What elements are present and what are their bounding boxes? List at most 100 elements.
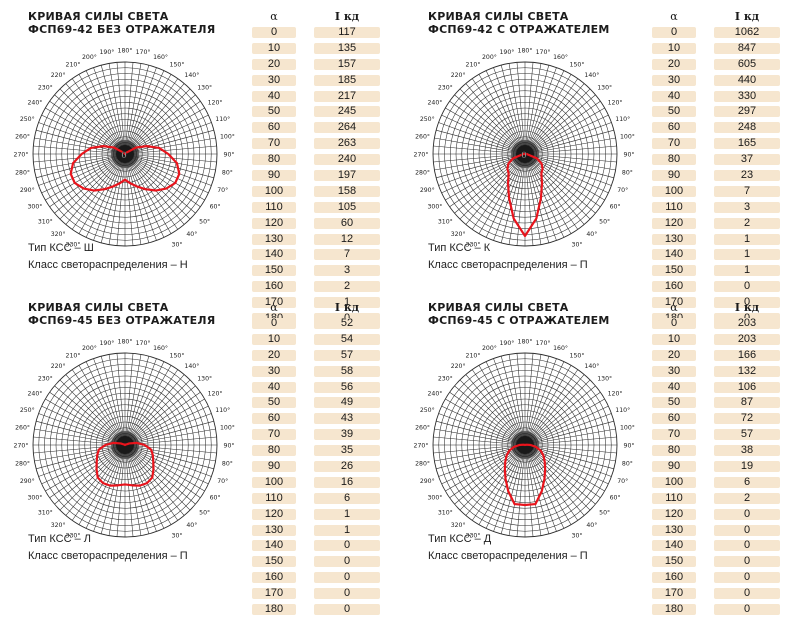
angle-cell: 40 bbox=[267, 89, 281, 102]
grid-spoke bbox=[59, 88, 122, 151]
grid-spoke bbox=[127, 70, 165, 150]
angle-label: 180° bbox=[118, 338, 133, 346]
grid-spoke bbox=[527, 74, 572, 150]
grid-spoke bbox=[72, 78, 123, 150]
row-highlight bbox=[714, 217, 780, 229]
row-highlight bbox=[314, 556, 380, 568]
angle-label: 290° bbox=[420, 186, 435, 194]
row-highlight bbox=[252, 138, 296, 150]
grid-spoke bbox=[529, 157, 596, 214]
grid-spoke bbox=[127, 365, 172, 441]
grid-spoke bbox=[130, 155, 212, 186]
grid-spoke bbox=[525, 354, 542, 440]
intensity-cell: 105 bbox=[337, 200, 357, 213]
chart-title: КРИВАЯ СИЛЫ СВЕТА ФСП69-45 БЕЗ ОТРАЖАТЕЛ… bbox=[28, 301, 216, 327]
grid-spoke bbox=[72, 449, 123, 521]
grid-spoke bbox=[529, 405, 609, 443]
angle-label: 280° bbox=[415, 460, 430, 468]
table-row: 120 1 bbox=[252, 506, 392, 522]
table-row: 70 263 bbox=[252, 135, 392, 151]
grid-spoke bbox=[85, 361, 123, 441]
angle-cell: 60 bbox=[667, 412, 681, 425]
grid-spoke bbox=[441, 405, 521, 443]
grid-spoke bbox=[72, 158, 123, 230]
angle-label: 80° bbox=[222, 169, 233, 177]
grid-spoke bbox=[85, 70, 123, 150]
row-highlight bbox=[714, 349, 780, 361]
angle-cell: 120 bbox=[264, 216, 284, 229]
table-row: 140 0 bbox=[652, 537, 792, 553]
table-row: 170 0 bbox=[652, 585, 792, 601]
grid-spoke bbox=[34, 445, 120, 462]
table-row: 100 7 bbox=[652, 183, 792, 199]
table-row: 90 197 bbox=[252, 167, 392, 183]
angle-label: 20° bbox=[555, 539, 566, 540]
grid-spoke bbox=[108, 450, 125, 536]
grid-spoke bbox=[34, 428, 120, 445]
grid-spoke bbox=[127, 449, 172, 525]
grid-spoke bbox=[78, 365, 123, 441]
table-row: 140 0 bbox=[252, 537, 392, 553]
row-highlight bbox=[314, 265, 380, 277]
angle-cell: 30 bbox=[267, 364, 281, 377]
grid-spoke bbox=[59, 379, 122, 442]
grid-spoke bbox=[38, 155, 120, 186]
intensity-cell: 12 bbox=[340, 232, 354, 245]
grid-spoke bbox=[530, 122, 612, 153]
row-highlight bbox=[652, 429, 696, 441]
table-row: 110 2 bbox=[652, 490, 792, 506]
polar-chart: 0°10°20°30°40°50°60°70°80°90°100°110°120… bbox=[14, 47, 235, 250]
angle-label: 250° bbox=[420, 115, 435, 123]
grid-spoke bbox=[528, 449, 585, 516]
angle-label: 50° bbox=[199, 217, 210, 225]
row-highlight bbox=[252, 397, 296, 409]
angle-cell: 140 bbox=[664, 539, 684, 552]
grid-spoke bbox=[54, 94, 121, 151]
row-highlight bbox=[314, 572, 380, 584]
angle-label: 290° bbox=[420, 477, 435, 485]
row-highlight bbox=[314, 540, 380, 552]
row-highlight bbox=[314, 27, 380, 38]
angle-label: 60° bbox=[210, 494, 221, 502]
intensity-cell: 197 bbox=[337, 169, 357, 182]
row-highlight bbox=[714, 413, 780, 425]
table-row: 40 56 bbox=[252, 379, 392, 395]
angle-label: 240° bbox=[27, 99, 42, 107]
grid-spoke bbox=[130, 145, 217, 154]
table-row: 0 203 bbox=[652, 315, 792, 331]
grid-spoke bbox=[530, 129, 614, 153]
grid-spoke bbox=[436, 420, 520, 444]
row-highlight bbox=[652, 333, 696, 345]
intensity-cell: 1 bbox=[743, 264, 751, 277]
row-highlight bbox=[314, 492, 380, 504]
grid-spoke bbox=[472, 78, 523, 150]
row-highlight bbox=[714, 185, 780, 197]
row-highlight bbox=[714, 58, 780, 70]
row-highlight bbox=[314, 429, 380, 441]
grid-spoke bbox=[530, 413, 612, 444]
row-highlight bbox=[252, 445, 296, 457]
angle-cell: 0 bbox=[270, 317, 278, 329]
grid-spoke bbox=[100, 356, 124, 440]
grid-spoke bbox=[478, 74, 523, 150]
angle-cell: 50 bbox=[667, 105, 681, 118]
grid-spoke bbox=[45, 107, 121, 152]
grid-spoke bbox=[530, 155, 614, 179]
angle-label: 300° bbox=[27, 494, 42, 502]
grid-spoke bbox=[526, 356, 550, 440]
grid-spoke bbox=[436, 155, 520, 179]
row-highlight bbox=[252, 572, 296, 584]
intensity-cell: 117 bbox=[338, 26, 356, 38]
row-highlight bbox=[314, 249, 380, 261]
grid-spoke bbox=[508, 63, 525, 149]
angle-cell: 100 bbox=[664, 475, 684, 488]
table-row: 100 6 bbox=[652, 474, 792, 490]
grid-spoke bbox=[45, 156, 121, 201]
row-highlight bbox=[252, 217, 296, 229]
angle-cell: 90 bbox=[667, 169, 681, 182]
grid-spoke bbox=[527, 369, 578, 441]
grid-spoke bbox=[130, 445, 217, 454]
chart-title: КРИВАЯ СИЛЫ СВЕТА ФСП69-42 С ОТРАЖАТЕЛЕМ bbox=[428, 10, 610, 36]
grid-spoke bbox=[130, 446, 212, 477]
grid-spoke bbox=[59, 448, 122, 511]
